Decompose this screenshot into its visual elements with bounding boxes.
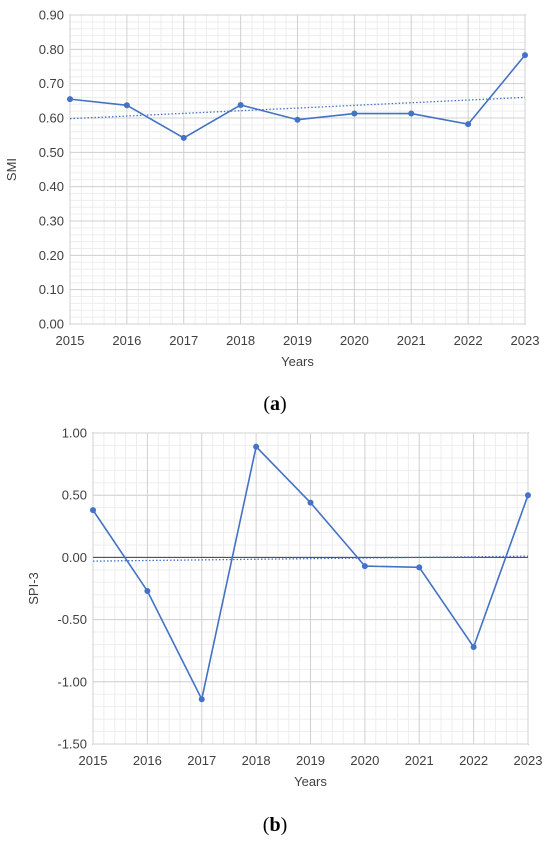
data-point [351,110,358,117]
x-tick-label: 2020 [350,753,379,768]
data-point [408,110,415,117]
y-tick-label: 0.50 [62,488,87,503]
x-tick-label: 2018 [226,333,255,348]
x-tick-label: 2015 [56,333,85,348]
y-tick-label: 0.60 [39,111,64,126]
caption-b: (b) [262,814,288,836]
y-tick-label: -0.50 [57,612,87,627]
y-tick-label: 1.00 [62,426,87,441]
x-tick-label: 2016 [112,333,141,348]
data-point [307,499,314,506]
x-tick-label: 2015 [79,753,108,768]
x-tick-label: 2021 [397,333,426,348]
chart-panel-a: 0.00 0.10 0.20 0.30 0.40 0.50 0.60 0.70 0.80 0.90… [0,0,550,395]
x-tick-label: 2017 [187,753,216,768]
major-grid [69,14,526,325]
data-point [465,121,472,128]
y-tick-label: 0.10 [39,282,64,297]
y-axis-title: SMI [4,158,19,181]
smi-line-chart: 0.00 0.10 0.20 0.30 0.40 0.50 0.60 0.70 0.80 0.90… [4,8,540,370]
caption-a-letter: a [270,393,280,415]
y-tick-label: -1.00 [57,674,87,689]
caption-a: (a) [263,393,287,415]
y-axis-title: SPI-3 [26,572,41,605]
x-axis-title: Years [294,774,327,789]
data-point [416,564,423,571]
y-tick-label: 0.30 [39,214,64,229]
x-tick-label: 2018 [242,753,271,768]
y-tick-label: 0.80 [39,42,64,57]
y-tick-label: 0.70 [39,76,64,91]
data-point [361,563,368,570]
data-point [67,96,73,103]
caption-b-letter: b [269,814,281,836]
trendline [69,96,526,120]
data-point [90,507,96,514]
major-grid [92,432,529,745]
x-tick-label: 2017 [169,333,198,348]
x-tick-label: 2022 [459,753,488,768]
x-tick-label: 2022 [454,333,483,348]
x-tick-label: 2021 [405,753,434,768]
data-point [253,443,260,450]
data-point [470,643,477,650]
trendline [92,555,529,562]
data-point [237,101,244,108]
data-point [525,492,531,499]
x-axis-title: Years [281,354,314,369]
y-tick-label: 0.90 [39,8,64,23]
y-tick-label: -1.50 [57,737,87,752]
data-point [198,696,205,703]
x-tick-label: 2016 [133,753,162,768]
data-point [123,102,130,109]
data-point [294,116,301,123]
y-tick-label: 0.50 [39,145,64,160]
y-tick-label: 0.40 [39,179,64,194]
x-tick-label: 2023 [511,333,540,348]
y-tick-label: 0.20 [39,248,64,263]
data-point [180,134,187,141]
data-point [144,587,151,594]
y-tick-label: 0.00 [62,550,87,565]
x-tick-label: 2019 [296,753,325,768]
chart-panel-b: -1.50 -1.00 -0.50 0.00 0.50 1.00 2015 2016 2017 2… [0,420,550,810]
x-tick-label: 2020 [340,333,369,348]
x-tick-label: 2019 [283,333,312,348]
data-point [522,52,528,59]
spi3-line-chart: -1.50 -1.00 -0.50 0.00 0.50 1.00 2015 2016 2017 2… [26,426,543,790]
y-tick-label: 0.00 [39,317,64,332]
x-tick-label: 2023 [514,753,543,768]
